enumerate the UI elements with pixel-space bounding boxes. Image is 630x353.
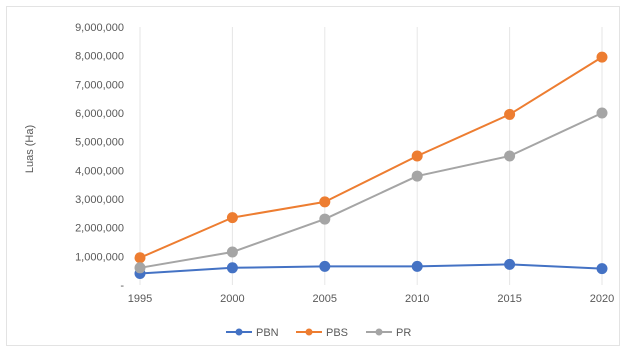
data-point-pbs-2000 <box>226 212 238 224</box>
y-tick-label: 3,000,000 <box>75 194 124 206</box>
series-pr <box>134 107 608 274</box>
y-tick-label: 9,000,000 <box>75 22 124 34</box>
y-axis-title: Luas (Ha) <box>24 125 36 173</box>
y-tick-label: - <box>120 280 124 292</box>
legend-label-pr: PR <box>396 327 411 339</box>
y-axis: - 1,000,000 2,000,000 3,000,000 4,000,000 5,0… <box>75 22 124 292</box>
y-tick-label: 8,000,000 <box>75 51 124 63</box>
data-point-pbs-2005 <box>319 196 331 208</box>
y-tick-label: 7,000,000 <box>75 79 124 91</box>
legend: PBN PBS PR <box>226 327 411 339</box>
data-point-pr-2005 <box>319 213 331 225</box>
data-point-pbs-2020 <box>596 51 608 63</box>
data-point-pr-1995 <box>134 262 146 274</box>
y-tick-label: 5,000,000 <box>75 137 124 149</box>
legend-label-pbn: PBN <box>256 327 279 339</box>
y-tick-label: 4,000,000 <box>75 165 124 177</box>
legend-item-pbn: PBN <box>226 327 279 339</box>
data-point-pr-2000 <box>226 246 238 258</box>
data-point-pr-2015 <box>504 150 516 162</box>
data-point-pr-2020 <box>596 107 608 119</box>
data-point-pr-2010 <box>411 170 423 182</box>
x-tick-label: 2000 <box>220 293 244 305</box>
data-point-pbs-2010 <box>411 150 423 162</box>
data-point-pbs-1995 <box>134 252 146 264</box>
x-tick-label: 2005 <box>313 293 337 305</box>
chart-frame <box>6 6 620 346</box>
series-pbn <box>134 258 608 280</box>
gridlines <box>139 27 603 285</box>
series <box>134 51 608 280</box>
legend-marker-pr <box>375 328 383 336</box>
legend-label-pbs: PBS <box>326 327 348 339</box>
series-line-pr <box>139 112 603 269</box>
legend-item-pr: PR <box>366 327 411 339</box>
x-axis: 1995 2000 2005 2010 2015 2020 <box>128 293 614 305</box>
x-tick-label: 2020 <box>590 293 614 305</box>
y-tick-label: 6,000,000 <box>75 108 124 120</box>
series-pbs <box>134 51 608 264</box>
data-point-pbn-2005 <box>319 260 331 272</box>
x-tick-label: 1995 <box>128 293 152 305</box>
y-tick-label: 1,000,000 <box>75 251 124 263</box>
series-line-pbn <box>139 263 603 275</box>
x-tick-label: 2015 <box>497 293 521 305</box>
data-point-pbn-2015 <box>504 258 516 270</box>
data-point-pbn-2010 <box>411 260 423 272</box>
data-point-pbn-2020 <box>596 263 608 275</box>
data-point-pbs-2015 <box>504 108 516 120</box>
data-point-pbn-2000 <box>226 262 238 274</box>
legend-item-pbs: PBS <box>296 327 348 339</box>
y-tick-label: 2,000,000 <box>75 223 124 235</box>
series-line-pbs <box>139 56 603 259</box>
legend-marker-pbs <box>305 328 313 336</box>
legend-marker-pbn <box>235 328 243 336</box>
x-tick-label: 2010 <box>405 293 429 305</box>
